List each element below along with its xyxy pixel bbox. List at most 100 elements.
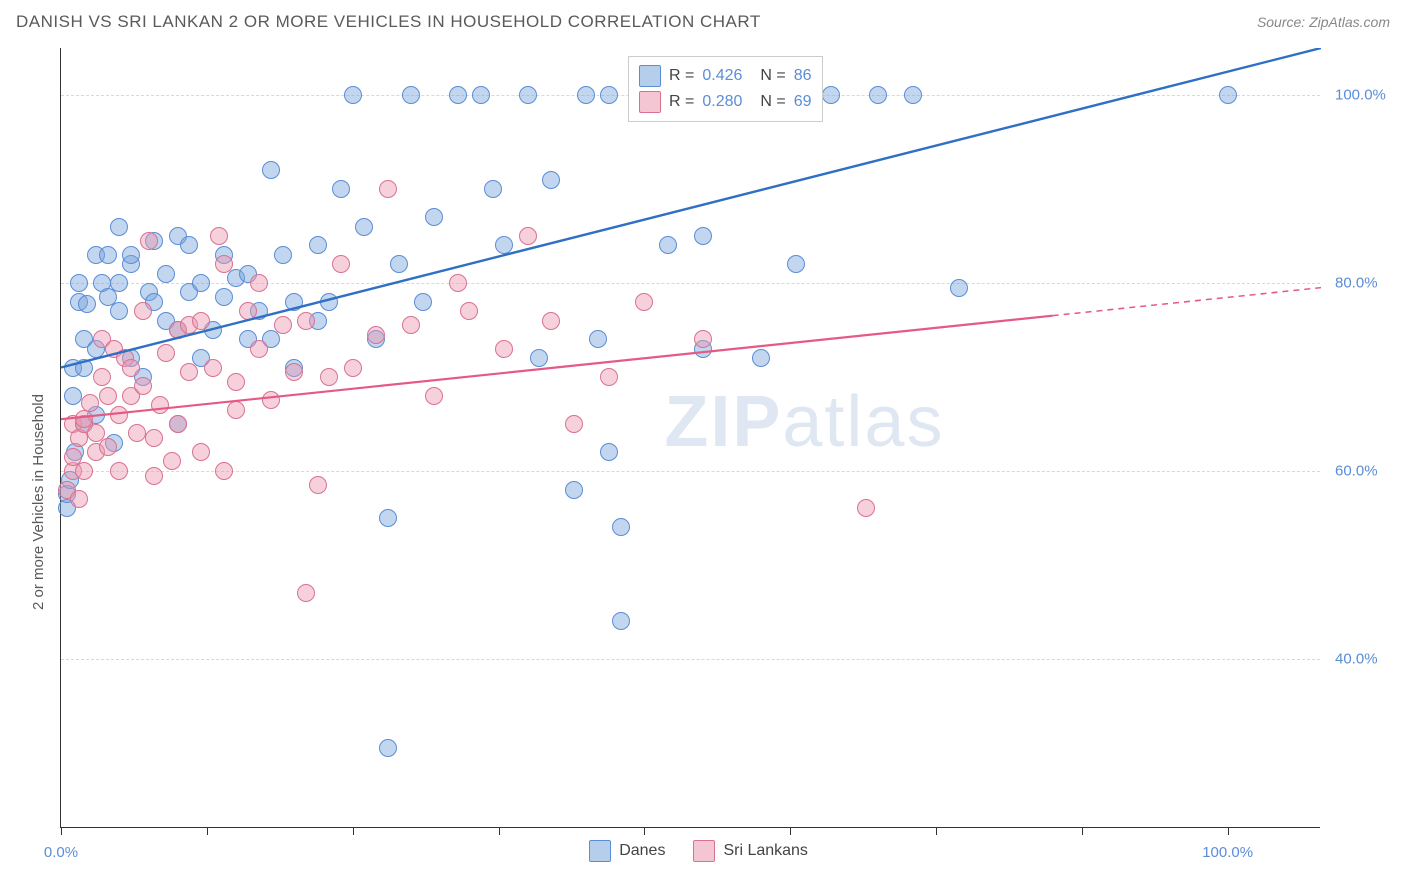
x-tick-label: 0.0% xyxy=(44,844,78,861)
legend-n-value: 86 xyxy=(794,67,812,85)
data-point xyxy=(297,584,315,602)
watermark: ZIPatlas xyxy=(664,381,944,463)
data-point xyxy=(950,279,968,297)
data-point xyxy=(822,86,840,104)
data-point xyxy=(215,288,233,306)
y-axis-label: 2 or more Vehicles in Household xyxy=(30,394,47,610)
data-point xyxy=(414,293,432,311)
data-point xyxy=(460,302,478,320)
data-point xyxy=(110,274,128,292)
data-point xyxy=(344,86,362,104)
data-point xyxy=(192,274,210,292)
data-point xyxy=(75,359,93,377)
data-point xyxy=(565,415,583,433)
legend-r-value: 0.280 xyxy=(702,93,742,111)
data-point xyxy=(110,302,128,320)
data-point xyxy=(694,330,712,348)
data-point xyxy=(110,218,128,236)
x-tick xyxy=(936,827,937,835)
y-tick-label: 80.0% xyxy=(1335,274,1378,291)
data-point xyxy=(134,302,152,320)
data-point xyxy=(99,438,117,456)
data-point xyxy=(70,490,88,508)
data-point xyxy=(425,208,443,226)
chart-source: Source: ZipAtlas.com xyxy=(1257,14,1390,30)
data-point xyxy=(379,509,397,527)
data-point xyxy=(787,255,805,273)
data-point xyxy=(542,312,560,330)
data-point xyxy=(495,236,513,254)
legend-swatch xyxy=(639,65,661,87)
data-point xyxy=(192,312,210,330)
data-point xyxy=(180,236,198,254)
data-point xyxy=(367,326,385,344)
y-tick-label: 40.0% xyxy=(1335,650,1378,667)
data-point xyxy=(530,349,548,367)
data-point xyxy=(600,368,618,386)
data-point xyxy=(215,462,233,480)
x-tick-label: 100.0% xyxy=(1202,844,1253,861)
data-point xyxy=(262,161,280,179)
data-point xyxy=(285,363,303,381)
series-legend-label: Sri Lankans xyxy=(723,842,808,860)
data-point xyxy=(93,368,111,386)
x-tick xyxy=(1228,827,1229,835)
legend-swatch xyxy=(639,91,661,113)
data-point xyxy=(285,293,303,311)
data-point xyxy=(64,387,82,405)
data-point xyxy=(752,349,770,367)
data-point xyxy=(425,387,443,405)
data-point xyxy=(99,246,117,264)
data-point xyxy=(145,467,163,485)
data-point xyxy=(239,302,257,320)
trend-line-extrapolated xyxy=(1053,288,1321,316)
legend-n-label: N = xyxy=(760,67,785,85)
data-point xyxy=(110,462,128,480)
data-point xyxy=(379,739,397,757)
data-point xyxy=(78,295,96,313)
legend-r-label: R = xyxy=(669,67,694,85)
x-tick xyxy=(207,827,208,835)
data-point xyxy=(1219,86,1237,104)
data-point xyxy=(379,180,397,198)
data-point xyxy=(99,387,117,405)
data-point xyxy=(274,316,292,334)
y-tick-label: 60.0% xyxy=(1335,462,1378,479)
legend-n-label: N = xyxy=(760,93,785,111)
data-point xyxy=(151,396,169,414)
data-point xyxy=(227,373,245,391)
data-point xyxy=(332,255,350,273)
data-point xyxy=(192,443,210,461)
data-point xyxy=(262,391,280,409)
data-point xyxy=(904,86,922,104)
data-point xyxy=(355,218,373,236)
legend-inset-row: R = 0.426 N = 86 xyxy=(639,63,812,89)
legend-n-value: 69 xyxy=(794,93,812,111)
chart-header: DANISH VS SRI LANKAN 2 OR MORE VEHICLES … xyxy=(0,0,1406,44)
data-point xyxy=(869,86,887,104)
data-point xyxy=(484,180,502,198)
x-tick xyxy=(499,827,500,835)
data-point xyxy=(215,255,233,273)
legend-r-value: 0.426 xyxy=(702,67,742,85)
data-point xyxy=(612,518,630,536)
data-point xyxy=(157,344,175,362)
legend-swatch xyxy=(693,840,715,862)
trend-lines xyxy=(61,48,1321,828)
plot-area: 40.0%60.0%80.0%100.0%0.0%100.0%ZIPatlasR… xyxy=(60,48,1320,828)
data-point xyxy=(250,340,268,358)
x-tick xyxy=(790,827,791,835)
data-point xyxy=(122,246,140,264)
data-point xyxy=(180,363,198,381)
data-point xyxy=(600,86,618,104)
data-point xyxy=(390,255,408,273)
grid-line xyxy=(61,471,1320,472)
series-legend-item: Sri Lankans xyxy=(693,840,808,862)
data-point xyxy=(210,227,228,245)
data-point xyxy=(122,359,140,377)
data-point xyxy=(110,406,128,424)
data-point xyxy=(519,227,537,245)
data-point xyxy=(577,86,595,104)
data-point xyxy=(857,499,875,517)
legend-inset-row: R =0.280N =69 xyxy=(639,89,812,115)
